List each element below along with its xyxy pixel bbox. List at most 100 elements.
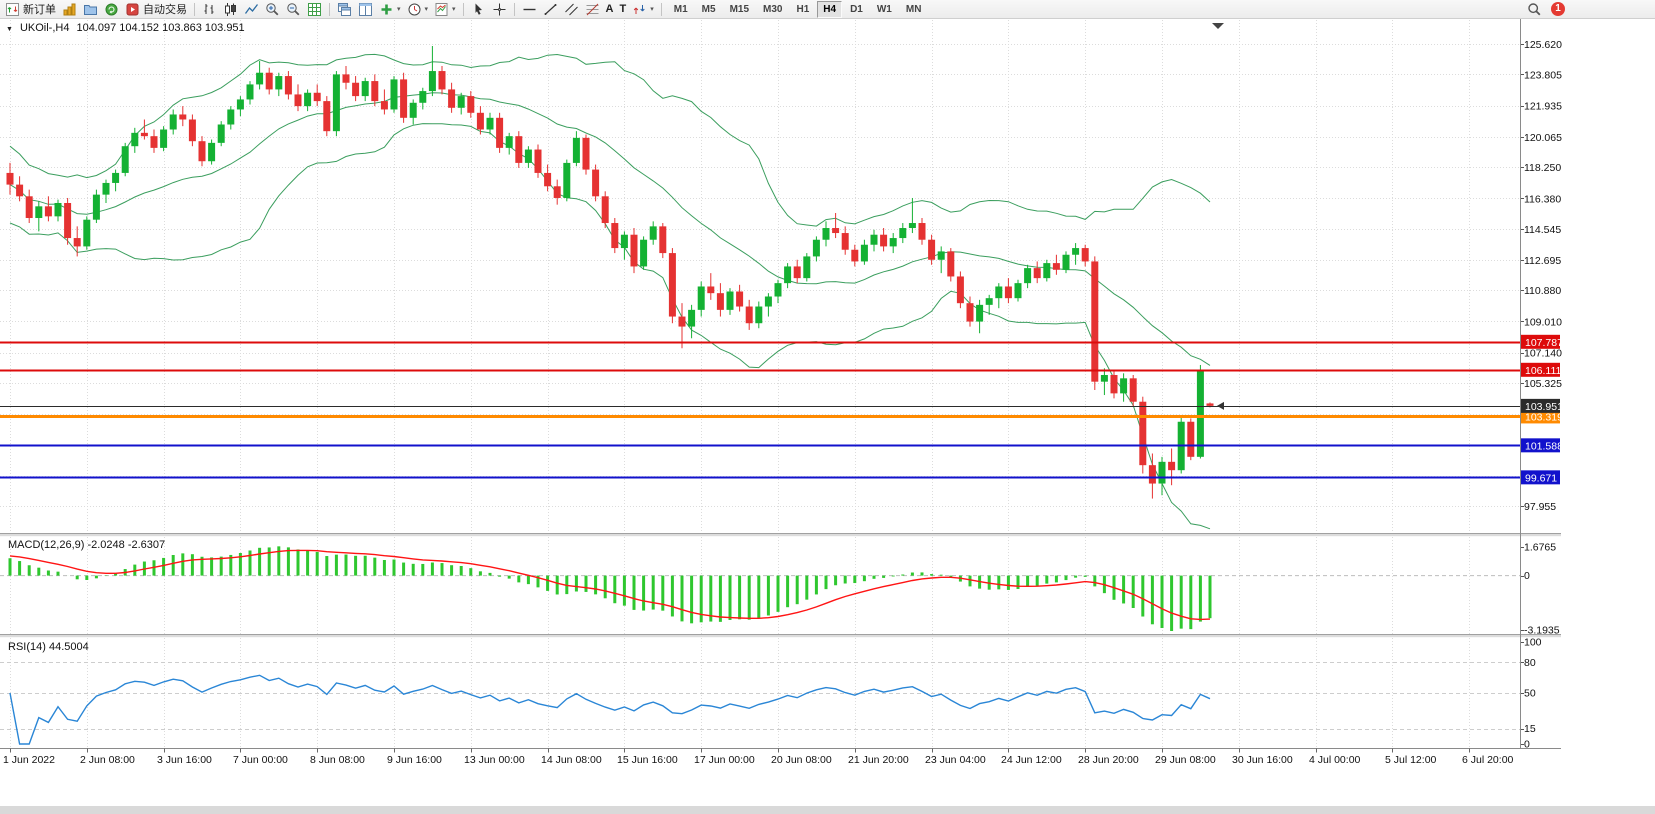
timeframe-h1[interactable]: H1: [796, 3, 810, 15]
profiles-icon: [84, 4, 97, 15]
svg-text:9 Jun 16:00: 9 Jun 16:00: [387, 754, 442, 766]
chevron-down-icon: ▾: [452, 6, 456, 13]
svg-text:101.588: 101.588: [1525, 440, 1563, 452]
svg-text:15 Jun 16:00: 15 Jun 16:00: [617, 754, 678, 766]
add-indicator-button[interactable]: ▾: [376, 1, 404, 18]
timeframe-m5[interactable]: M5: [701, 3, 716, 15]
cascade-windows-button[interactable]: [334, 1, 355, 18]
svg-text:13 Jun 00:00: 13 Jun 00:00: [464, 754, 525, 766]
label-tool-button[interactable]: T: [617, 3, 630, 16]
timeframe-m15[interactable]: M15: [729, 3, 750, 15]
timeframe-d1[interactable]: D1: [850, 3, 863, 15]
timeframe-mn[interactable]: MN: [905, 3, 922, 15]
line-chart-icon: [244, 3, 259, 14]
zoom-in-icon: [266, 2, 279, 15]
cursor-button[interactable]: [468, 1, 489, 18]
notification-badge[interactable]: 1: [1551, 2, 1565, 16]
svg-text:15: 15: [1524, 723, 1536, 735]
svg-text:1 Jun 2022: 1 Jun 2022: [3, 754, 55, 766]
timeframe-m1[interactable]: M1: [673, 3, 688, 15]
text-tool-button[interactable]: A: [603, 3, 617, 16]
zoom-out-button[interactable]: [283, 1, 304, 18]
alerts-icon: [105, 3, 118, 15]
grid-button[interactable]: [304, 1, 325, 18]
macd-indicator-label: MACD(12,26,9) -2.0248 -2.6307: [8, 539, 166, 551]
svg-text:24 Jun 12:00: 24 Jun 12:00: [1001, 754, 1062, 766]
last-price-marker-icon: [1217, 401, 1224, 410]
svg-text:30 Jun 16:00: 30 Jun 16:00: [1232, 754, 1293, 766]
svg-text:106.111: 106.111: [1525, 365, 1562, 377]
auto-trading-icon: [126, 3, 139, 15]
toolbar-separator: [660, 2, 662, 16]
one-click-trading-toggle-icon[interactable]: ▼: [6, 26, 13, 33]
price-tag-103.951[interactable]: [1521, 398, 1560, 413]
svg-text:100: 100: [1524, 637, 1542, 649]
new-chart-button[interactable]: [59, 1, 80, 18]
line-chart-button[interactable]: [241, 1, 262, 18]
trendline-button[interactable]: [540, 1, 561, 18]
svg-text:28 Jun 20:00: 28 Jun 20:00: [1078, 754, 1139, 766]
alerts-button[interactable]: [101, 1, 122, 18]
macd-panel-separator[interactable]: [0, 533, 1561, 537]
horizontal-line-icon: [523, 8, 536, 10]
price-tag-101.588[interactable]: [1521, 438, 1560, 453]
timeframe-m30[interactable]: M30: [763, 3, 783, 15]
candlestick-chart-icon: [225, 2, 236, 16]
cascade-windows-icon: [338, 2, 351, 16]
candlestick-chart-button[interactable]: [220, 1, 241, 18]
timeframe-h4[interactable]: H4: [817, 0, 843, 18]
periods-clock-icon: [408, 3, 421, 15]
svg-text:17 Jun 00:00: 17 Jun 00:00: [694, 754, 755, 766]
bar-chart-button[interactable]: [199, 1, 220, 18]
zoom-in-button[interactable]: [262, 1, 283, 18]
grid-icon: [308, 2, 321, 16]
svg-text:8 Jun 08:00: 8 Jun 08:00: [310, 754, 365, 766]
chevron-down-icon: ▾: [397, 6, 401, 13]
time-axis[interactable]: 1 Jun 2022 2 Jun 08:00 3 Jun 16:00 7 Jun 00…: [3, 748, 1514, 767]
search-button[interactable]: [1524, 1, 1545, 18]
new-chart-icon: [63, 3, 76, 15]
arrows-icon: [634, 4, 645, 14]
price-lines: [0, 341, 1520, 479]
svg-text:23 Jun 04:00: 23 Jun 04:00: [925, 754, 986, 766]
svg-text:4 Jul 00:00: 4 Jul 00:00: [1309, 754, 1361, 766]
new-order-button[interactable]: 新订单: [2, 0, 59, 18]
svg-text:0: 0: [1524, 739, 1530, 751]
bollinger-lower-band: [9, 123, 1211, 530]
price-tag-103.319[interactable]: [1521, 409, 1560, 424]
price-axis[interactable]: 125.620 123.805 121.935 120.065 118.250 116.3…: [1521, 39, 1563, 751]
chart-area[interactable]: 125.620 123.805 121.935 120.065 118.250 116.3…: [0, 19, 1655, 814]
rsi-panel-separator[interactable]: [0, 634, 1561, 638]
macd-histogram: [8, 546, 1212, 631]
svg-text:21 Jun 20:00: 21 Jun 20:00: [848, 754, 909, 766]
zoom-out-icon: [287, 2, 300, 15]
auto-trading-label: 自动交易: [143, 4, 187, 16]
svg-text:110.880: 110.880: [1524, 285, 1561, 297]
rsi-indicator-label: RSI(14) 44.5004: [8, 641, 89, 653]
svg-text:99.671: 99.671: [1525, 472, 1557, 484]
timeframe-w1[interactable]: W1: [876, 3, 892, 15]
svg-text:107.787: 107.787: [1525, 337, 1563, 349]
toolbar-separator: [462, 2, 464, 16]
equidistant-channel-button[interactable]: [561, 1, 582, 18]
crosshair-button[interactable]: [489, 1, 510, 18]
templates-button[interactable]: ▾: [431, 1, 459, 18]
price-tag-107.787[interactable]: [1521, 334, 1560, 349]
tile-windows-button[interactable]: [355, 1, 376, 18]
chevron-down-icon: ▾: [424, 6, 429, 13]
svg-text:-3.1935: -3.1935: [1524, 625, 1560, 637]
auto-trading-button[interactable]: 自动交易: [122, 0, 190, 18]
templates-icon: [435, 2, 448, 16]
chart-shift-marker-icon[interactable]: [1212, 23, 1224, 29]
profiles-button[interactable]: [80, 1, 101, 18]
price-tag-99.671[interactable]: [1521, 470, 1560, 485]
fibonacci-button[interactable]: [582, 1, 603, 18]
new-order-icon: [6, 2, 19, 16]
horizontal-line-button[interactable]: [519, 1, 540, 18]
svg-text:0: 0: [1524, 570, 1530, 582]
arrows-button[interactable]: ▾: [629, 1, 657, 18]
price-tag-106.111[interactable]: [1521, 362, 1560, 377]
label-tool-icon: T: [619, 2, 627, 15]
periods-button[interactable]: ▾: [404, 1, 432, 18]
svg-text:114.545: 114.545: [1524, 224, 1561, 236]
